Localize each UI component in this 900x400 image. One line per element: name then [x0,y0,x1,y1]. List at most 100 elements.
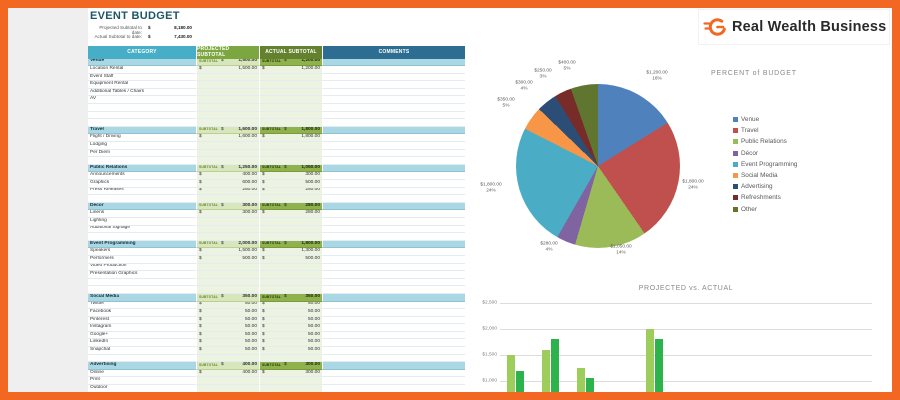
category-cell[interactable]: Press Releases [88,187,197,196]
table-row[interactable]: Location Rental $1,500.00 $1,200.00 [88,66,465,74]
category-cell[interactable]: Video Production [88,263,197,272]
category-cell[interactable]: Pinterest [88,316,197,325]
projected-subtotal-cell[interactable]: SUBTOTAL $2,000.00 [197,240,260,249]
comments-cell[interactable] [323,225,465,234]
category-cell[interactable] [88,278,197,287]
comments-cell[interactable] [323,187,465,196]
actual-subtotal-cell[interactable]: SUBTOTAL $280.00 [260,202,323,211]
category-cell[interactable]: Social Media [88,293,197,302]
table-row[interactable]: Google+ $50.00 $50.00 [88,331,465,340]
table-row[interactable]: Radio [88,392,465,400]
projected-subtotal-cell[interactable]: SUBTOTAL $1,250.00 [197,164,260,173]
category-cell[interactable]: Lodging [88,142,197,150]
projected-subtotal-cell[interactable] [197,96,260,105]
table-row[interactable]: Lighting [88,217,465,226]
actual-subtotal-cell[interactable] [260,278,323,287]
projected-subtotal-cell[interactable]: SUBTOTAL $350.00 [197,293,260,302]
comments-cell[interactable] [323,58,465,67]
table-row[interactable] [88,157,465,165]
actual-subtotal-cell[interactable] [260,88,323,97]
table-row[interactable]: Equipment Rental [88,81,465,89]
table-row[interactable]: Flight / Driving $1,600.00 $1,800.00 [88,134,465,143]
table-row[interactable]: Announcements $400.00 $300.00 [88,172,465,180]
actual-subtotal-cell[interactable]: $500.00 [260,255,323,264]
projected-subtotal-cell[interactable] [197,286,260,294]
table-row[interactable] [88,119,465,127]
table-row[interactable]: Per Diem [88,149,465,158]
category-cell[interactable] [88,157,197,165]
table-row[interactable]: Outdoor [88,385,465,393]
projected-subtotal-cell[interactable]: $50.00 [197,324,260,332]
category-cell[interactable]: Additional Tables / Chairs [88,88,197,97]
category-cell[interactable]: Twitter [88,301,197,310]
actual-subtotal-cell[interactable] [260,271,323,279]
table-row[interactable]: Additional Tables / Chairs [88,88,465,97]
projected-subtotal-cell[interactable] [197,195,260,203]
projected-subtotal-cell[interactable]: $600.00 [197,180,260,188]
category-cell[interactable] [88,195,197,203]
table-row[interactable] [88,286,465,294]
comments-cell[interactable] [323,309,465,317]
projected-subtotal-cell[interactable]: $50.00 [197,347,260,355]
projected-subtotal-cell[interactable] [197,217,260,226]
category-cell[interactable]: Snapchat [88,347,197,355]
projected-subtotal-cell[interactable]: $400.00 [197,172,260,180]
section-row[interactable]: Social Media SUBTOTAL $350.00 SUBTOTAL $350.… [88,293,465,302]
comments-cell[interactable] [323,73,465,82]
section-row[interactable]: Décor SUBTOTAL $300.00 SUBTOTAL $280.00 [88,202,465,211]
comments-cell[interactable] [323,119,465,127]
actual-subtotal-cell[interactable] [260,111,323,120]
projected-subtotal-cell[interactable]: $300.00 [197,210,260,218]
category-cell[interactable]: Event Staff [88,73,197,82]
comments-cell[interactable] [323,248,465,256]
actual-subtotal-cell[interactable]: SUBTOTAL $1,200.00 [260,58,323,67]
actual-subtotal-cell[interactable]: $50.00 [260,324,323,332]
actual-subtotal-cell[interactable]: SUBTOTAL $1,050.00 [260,164,323,173]
comments-cell[interactable] [323,233,465,241]
projected-subtotal-cell[interactable]: SUBTOTAL $400.00 [197,362,260,370]
table-row[interactable]: Facebook $50.00 $50.00 [88,309,465,317]
category-cell[interactable]: Event Programming [88,240,197,249]
comments-cell[interactable] [323,88,465,97]
projected-subtotal-cell[interactable]: $50.00 [197,309,260,317]
table-row[interactable]: Linens $300.00 $280.00 [88,210,465,218]
table-row[interactable]: Performers $500.00 $500.00 [88,255,465,264]
table-row[interactable]: Press Releases $250.00 $250.00 [88,187,465,196]
projected-subtotal-cell[interactable]: SUBTOTAL $1,600.00 [197,126,260,135]
actual-subtotal-cell[interactable] [260,96,323,105]
actual-subtotal-cell[interactable] [260,149,323,158]
comments-cell[interactable] [323,301,465,310]
category-cell[interactable]: Instagram [88,324,197,332]
table-row[interactable]: Presentation Graphics [88,271,465,279]
projected-subtotal-cell[interactable] [197,73,260,82]
comments-cell[interactable] [323,293,465,302]
category-cell[interactable] [88,286,197,294]
actual-subtotal-cell[interactable] [260,217,323,226]
category-cell[interactable]: Performers [88,255,197,264]
comments-cell[interactable] [323,263,465,272]
table-row[interactable]: Graphics $600.00 $500.00 [88,180,465,188]
actual-subtotal-cell[interactable]: $50.00 [260,309,323,317]
category-cell[interactable] [88,233,197,241]
category-cell[interactable]: Flight / Driving [88,134,197,143]
projected-subtotal-cell[interactable]: $400.00 [197,369,260,378]
section-row[interactable]: Advertising SUBTOTAL $400.00 SUBTOTAL $300.0… [88,362,465,370]
actual-subtotal-cell[interactable]: $50.00 [260,331,323,340]
comments-cell[interactable] [323,255,465,264]
category-cell[interactable]: Public Relations [88,164,197,173]
section-row[interactable]: Venue SUBTOTAL $1,500.00 SUBTOTAL $1,200.00 [88,58,465,67]
projected-subtotal-cell[interactable] [197,385,260,393]
projected-subtotal-cell[interactable]: SUBTOTAL $1,500.00 [197,58,260,67]
actual-subtotal-cell[interactable]: SUBTOTAL $300.00 [260,362,323,370]
projected-subtotal-cell[interactable] [197,104,260,112]
projected-subtotal-cell[interactable] [197,278,260,287]
comments-cell[interactable] [323,278,465,287]
projected-subtotal-cell[interactable] [197,142,260,150]
projected-subtotal-cell[interactable] [197,233,260,241]
actual-subtotal-cell[interactable]: SUBTOTAL $1,800.00 [260,126,323,135]
comments-cell[interactable] [323,180,465,188]
comments-cell[interactable] [323,96,465,105]
table-row[interactable]: LinkedIn $50.00 $50.00 [88,339,465,348]
comments-cell[interactable] [323,149,465,158]
category-cell[interactable]: LinkedIn [88,339,197,348]
